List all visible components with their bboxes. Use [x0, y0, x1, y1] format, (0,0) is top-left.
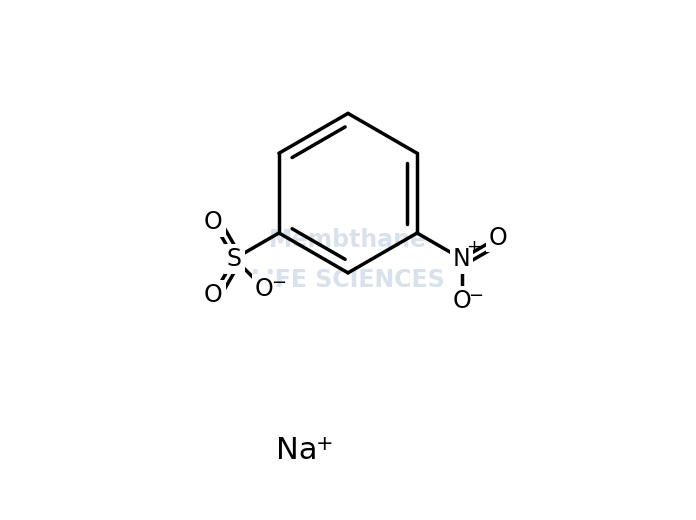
- Text: S: S: [227, 246, 242, 271]
- Text: O: O: [489, 226, 507, 250]
- Text: N: N: [452, 246, 470, 271]
- Text: O: O: [204, 283, 223, 307]
- Text: −: −: [271, 275, 286, 292]
- Text: O: O: [452, 289, 471, 313]
- Text: +: +: [466, 238, 482, 256]
- Text: O: O: [204, 210, 223, 234]
- Text: Na: Na: [276, 436, 317, 465]
- Text: −: −: [468, 287, 484, 305]
- Text: O: O: [255, 277, 274, 301]
- Text: Membthane
LIFE SCIENCES: Membthane LIFE SCIENCES: [251, 228, 445, 292]
- Text: +: +: [316, 434, 333, 454]
